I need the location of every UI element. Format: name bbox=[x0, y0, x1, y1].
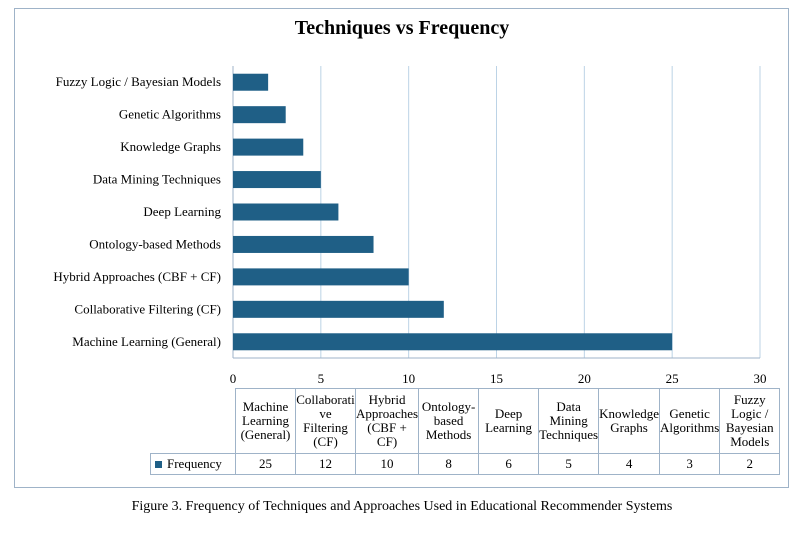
bar bbox=[233, 73, 269, 91]
table-category-cell: Data Mining Techniques bbox=[538, 388, 600, 454]
chart-frame bbox=[14, 8, 789, 488]
table-value-cell: 10 bbox=[354, 453, 420, 475]
y-category-label: Machine Learning (General) bbox=[72, 334, 221, 349]
x-tick-label: 20 bbox=[578, 371, 591, 386]
y-category-label: Hybrid Approaches (CBF + CF) bbox=[53, 269, 221, 284]
bar bbox=[233, 171, 321, 189]
bar bbox=[233, 138, 304, 156]
y-category-label: Deep Learning bbox=[143, 204, 221, 219]
y-category-label: Knowledge Graphs bbox=[120, 139, 221, 154]
table-value-cell: 5 bbox=[538, 453, 600, 475]
table-category-cell: Machine Learning (General) bbox=[235, 388, 296, 454]
bar bbox=[233, 106, 286, 124]
y-category-label: Fuzzy Logic / Bayesian Models bbox=[56, 74, 221, 89]
bar bbox=[233, 333, 673, 351]
legend-label: Frequency bbox=[167, 456, 222, 471]
table-category-cell: Knowledge Graphs bbox=[598, 388, 661, 454]
y-category-label: Data Mining Techniques bbox=[93, 172, 221, 187]
table-category-cell: Hybrid Approaches (CBF + CF) bbox=[354, 388, 420, 454]
table-value-cell: 25 bbox=[235, 453, 296, 475]
chart-title: Techniques vs Frequency bbox=[294, 17, 510, 39]
bar bbox=[233, 300, 444, 318]
x-tick-label: 25 bbox=[666, 371, 679, 386]
bar bbox=[233, 235, 374, 253]
bar bbox=[233, 203, 339, 221]
table-value-cell: 8 bbox=[418, 453, 480, 475]
table-category-cell: Collaborati ve Filtering (CF) bbox=[295, 388, 356, 454]
y-category-label: Ontology-based Methods bbox=[89, 236, 221, 251]
table-category-cell: Ontology- based Methods bbox=[418, 388, 480, 454]
bar-chart: 0 5 10 15 20 25 30 Machine Learning (General) Co… bbox=[53, 66, 767, 386]
table-value-cell: 2 bbox=[719, 453, 781, 475]
x-tick-label: 15 bbox=[490, 371, 503, 386]
x-tick-label: 30 bbox=[754, 371, 767, 386]
x-tick-label: 5 bbox=[318, 371, 325, 386]
y-category-label: Collaborative Filtering (CF) bbox=[74, 301, 221, 316]
data-table: Machine Learning (General) Collaborati ve… bbox=[150, 388, 781, 475]
table-value-cell: 3 bbox=[659, 453, 721, 475]
table-value-cell: 6 bbox=[478, 453, 540, 475]
legend-swatch bbox=[155, 460, 162, 468]
legend-entry: Frequency bbox=[150, 453, 236, 475]
table-value-cell: 4 bbox=[598, 453, 661, 475]
table-category-cell: Fuzzy Logic / Bayesian Models bbox=[719, 388, 781, 454]
figure-caption: Figure 3. Frequency of Techniques and Ap… bbox=[131, 499, 673, 514]
table-category-cell: Genetic Algorithms bbox=[659, 388, 721, 454]
x-tick-label: 0 bbox=[230, 371, 237, 386]
table-category-cell: Deep Learning bbox=[478, 388, 540, 454]
table-value-cell: 12 bbox=[295, 453, 356, 475]
y-category-label: Genetic Algorithms bbox=[119, 107, 221, 122]
bar bbox=[233, 268, 409, 286]
x-tick-label: 10 bbox=[402, 371, 415, 386]
